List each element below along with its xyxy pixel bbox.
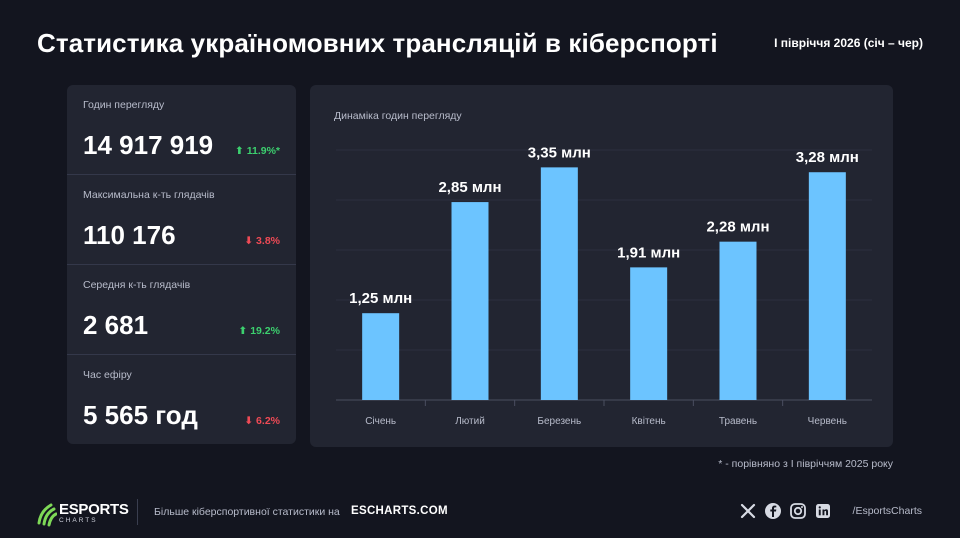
instagram-icon[interactable] xyxy=(789,502,807,520)
data-label: 3,28 млн xyxy=(796,149,859,166)
period-label: I півріччя 2026 (січ – чер) xyxy=(774,36,923,50)
footer: ESPORTS CHARTS Більше кіберспортивної ст… xyxy=(0,490,960,538)
stat-average-viewers: Середня к-ть глядачів 2 681 ⬆ 19.2% xyxy=(67,265,296,355)
data-label: 1,25 млн xyxy=(349,290,412,307)
stat-value: 110 176 xyxy=(83,220,176,250)
footer-divider xyxy=(137,499,138,525)
stat-change: ⬆ 11.9%* xyxy=(235,145,280,157)
bar-2 xyxy=(540,167,578,400)
facebook-icon[interactable] xyxy=(764,502,782,520)
bar-4 xyxy=(719,241,757,400)
stat-change: ⬇ 6.2% xyxy=(244,415,280,427)
category-label: Лютий xyxy=(455,416,485,427)
category-label: Квітень xyxy=(632,416,666,427)
stat-value: 2 681 xyxy=(83,310,149,340)
stat-value: 5 565 год xyxy=(83,400,198,430)
stat-peak-viewers: Максимальна к-ть глядачів 110 176 ⬇ 3.8% xyxy=(67,175,296,265)
category-label: Травень xyxy=(719,416,757,427)
bar-3 xyxy=(630,267,668,400)
stat-label: Годин перегляду xyxy=(83,99,165,111)
data-label: 2,28 млн xyxy=(706,219,769,236)
footer-cta: Більше кіберспортивної статистики на xyxy=(154,506,340,518)
bar-chart: 1,25 млн Січень 2,85 млн Лютий 3,35 млн Берез… xyxy=(336,144,872,427)
stat-label: Час ефіру xyxy=(83,369,132,381)
bar-0 xyxy=(362,313,400,400)
bar-1 xyxy=(451,202,489,400)
social-handle[interactable]: /EsportsCharts xyxy=(852,505,922,517)
chart-panel: Динаміка годин перегляду 1,25 млн Січень 2… xyxy=(310,85,893,447)
esports-charts-logo[interactable]: ESPORTS CHARTS xyxy=(37,500,132,528)
category-label: Березень xyxy=(537,416,581,427)
category-label: Січень xyxy=(365,416,396,427)
stat-label: Середня к-ть глядачів xyxy=(83,279,191,291)
stat-watch-hours: Годин перегляду 14 917 919 ⬆ 11.9%* xyxy=(67,85,296,175)
category-label: Червень xyxy=(808,416,847,427)
stat-label: Максимальна к-ть глядачів xyxy=(83,189,215,201)
stat-change: ⬇ 3.8% xyxy=(244,235,280,247)
x-icon[interactable] xyxy=(739,502,757,520)
stats-panel: Годин перегляду 14 917 919 ⬆ 11.9%* Макс… xyxy=(67,85,296,444)
logo-mark-icon xyxy=(37,503,57,527)
footnote: * - порівняно з I півріччям 2025 року xyxy=(718,458,893,470)
stat-value: 14 917 919 xyxy=(83,130,214,160)
linkedin-icon[interactable] xyxy=(814,502,832,520)
logo-word: ESPORTS xyxy=(59,501,129,518)
site-link[interactable]: ESCHARTS.COM xyxy=(351,505,448,517)
data-label: 1,91 млн xyxy=(617,244,680,261)
logo-sub: CHARTS xyxy=(59,517,98,524)
chart-title: Динаміка годин перегляду xyxy=(334,110,462,122)
data-label: 3,35 млн xyxy=(528,144,591,161)
data-label: 2,85 млн xyxy=(438,179,501,196)
stat-airtime: Час ефіру 5 565 год ⬇ 6.2% xyxy=(67,355,296,444)
stat-change: ⬆ 19.2% xyxy=(238,325,281,337)
page-title: Статистика україномовних трансляцій в кі… xyxy=(37,28,718,58)
bar-5 xyxy=(808,172,846,400)
